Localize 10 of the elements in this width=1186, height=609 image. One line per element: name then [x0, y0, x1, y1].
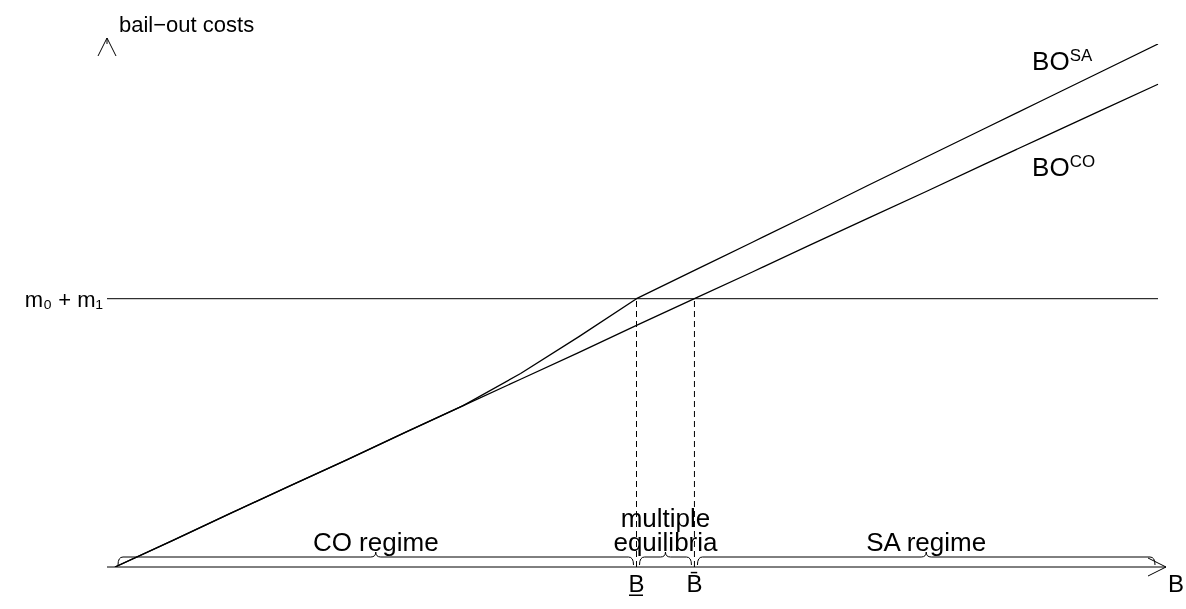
x-tick-label: B̲	[628, 570, 645, 598]
annotation: multiple equilibria	[613, 503, 719, 557]
x-tick-label: B̄	[686, 570, 703, 598]
y-axis-title: bail−out costs	[119, 12, 255, 37]
annotation: CO regime	[312, 527, 439, 557]
x-axis-title: B	[1168, 570, 1185, 597]
series-label: BO$^{CO}$	[1032, 151, 1096, 182]
ref-line-label: m₀ + m₁	[24, 286, 103, 312]
series-label: BO$^{SA}$	[1032, 45, 1093, 77]
annotation: SA regime	[866, 527, 987, 557]
